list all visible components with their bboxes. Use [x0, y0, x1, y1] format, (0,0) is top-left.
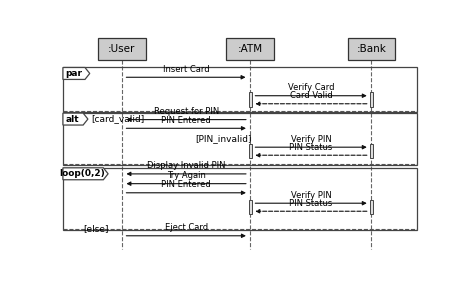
Polygon shape: [63, 168, 108, 180]
Text: :Bank: :Bank: [356, 44, 386, 54]
Text: par: par: [65, 69, 82, 78]
Text: Display Invalid PIN: Display Invalid PIN: [147, 161, 226, 170]
Polygon shape: [63, 67, 90, 80]
Text: PIN Status: PIN Status: [290, 143, 333, 152]
Bar: [370, 144, 374, 158]
Text: Verify Card: Verify Card: [288, 83, 334, 92]
Bar: [249, 200, 252, 214]
Text: Card Valid: Card Valid: [290, 91, 332, 100]
Text: Eject Card: Eject Card: [164, 223, 208, 232]
Text: Verify PIN: Verify PIN: [291, 135, 331, 144]
Bar: [347, 38, 395, 60]
Text: [PIN_invalid]: [PIN_invalid]: [195, 134, 252, 143]
Text: Insert Card: Insert Card: [163, 65, 210, 74]
Polygon shape: [63, 113, 88, 125]
Text: :User: :User: [108, 44, 136, 54]
Text: Verify PIN: Verify PIN: [291, 191, 331, 200]
Bar: [249, 144, 252, 158]
Bar: [63, 113, 418, 165]
Text: Request for PIN: Request for PIN: [154, 107, 219, 116]
Text: loop(0,2): loop(0,2): [59, 169, 105, 178]
Bar: [63, 168, 418, 230]
Text: [else]: [else]: [83, 224, 109, 233]
Text: PIN Entered: PIN Entered: [161, 180, 211, 189]
Bar: [370, 92, 374, 107]
Bar: [63, 67, 418, 112]
Text: Try Again: Try Again: [167, 171, 206, 180]
Bar: [249, 92, 252, 107]
Bar: [98, 38, 146, 60]
Text: alt: alt: [66, 114, 80, 124]
Bar: [370, 200, 374, 214]
Text: [card_valid]: [card_valid]: [91, 114, 145, 124]
Text: :ATM: :ATM: [237, 44, 263, 54]
Text: PIN Entered: PIN Entered: [161, 116, 211, 125]
Bar: [227, 38, 274, 60]
Text: PIN Status: PIN Status: [290, 199, 333, 208]
